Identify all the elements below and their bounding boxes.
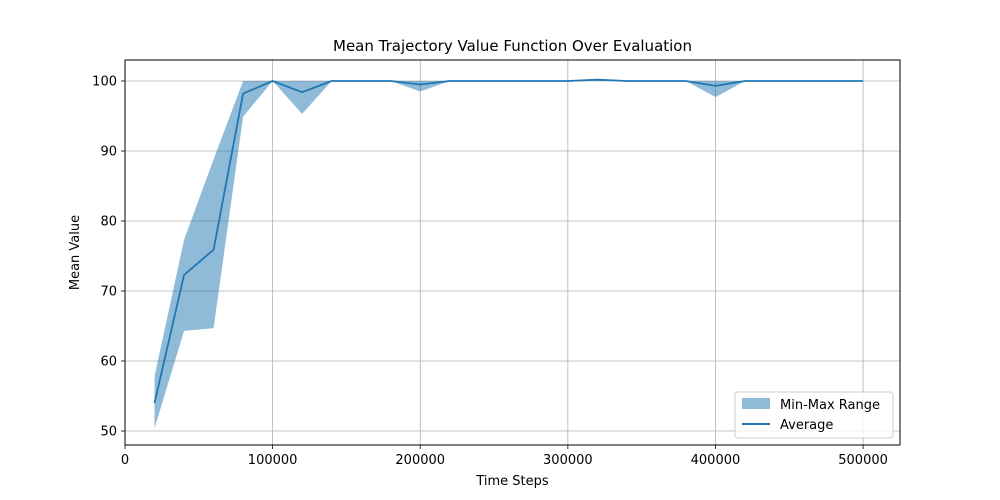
y-tick-label: 50 — [100, 425, 117, 440]
legend-box — [734, 391, 894, 439]
line-layer — [153, 78, 864, 404]
x-tick-label: 400000 — [691, 453, 741, 468]
average-line — [153, 78, 864, 404]
legend: Min-Max Range Average — [734, 391, 894, 439]
legend-line-label: Average — [780, 418, 833, 433]
legend-band-swatch — [742, 398, 770, 409]
y-tick-label: 90 — [100, 145, 117, 160]
x-tick-label: 200000 — [395, 453, 445, 468]
plot-frame — [124, 59, 901, 446]
x-tick-label: 500000 — [838, 453, 888, 468]
chart-title: Mean Trajectory Value Function Over Eval… — [333, 37, 692, 55]
y-axis-ticks: 50 60 70 80 90 100 — [92, 75, 125, 440]
legend-band-label: Min-Max Range — [780, 398, 880, 413]
y-tick-label: 70 — [100, 285, 117, 300]
x-tick-label: 0 — [121, 453, 129, 468]
y-tick-label: 60 — [100, 355, 117, 370]
y-axis-label: Mean Value — [68, 215, 83, 290]
x-axis-ticks: 0 100000 200000 300000 400000 500000 — [121, 445, 888, 468]
x-axis-label: Time Steps — [475, 474, 549, 489]
x-tick-label: 300000 — [543, 453, 593, 468]
y-tick-label: 80 — [100, 215, 117, 230]
y-tick-label: 100 — [92, 75, 117, 90]
x-tick-label: 100000 — [248, 453, 298, 468]
